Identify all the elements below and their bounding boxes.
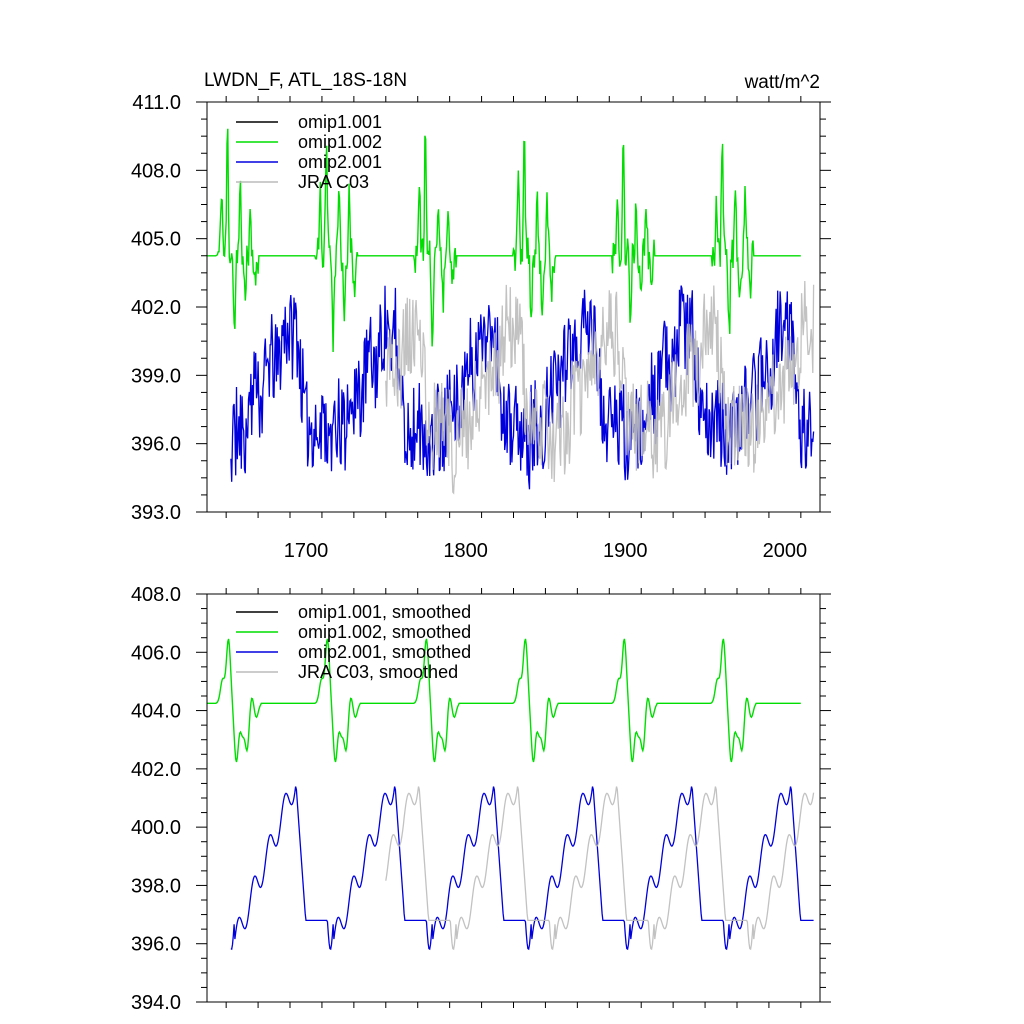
legend-label: omip1.001, smoothed bbox=[298, 602, 471, 622]
top-panel-frame bbox=[206, 101, 821, 513]
legend-label: omip1.001 bbox=[298, 112, 382, 132]
bottom-panel-y-tick-labels: 394.0 396.0 398.0 400.0 402.0 404.0 406.0 408.0 bbox=[131, 584, 181, 1014]
series-line-omip1-002 bbox=[207, 638, 801, 763]
series-line-omip2 bbox=[230, 285, 815, 490]
series-line-jra bbox=[385, 280, 815, 495]
y-tick-label: 408.0 bbox=[131, 584, 181, 606]
x-tick-label: 1800 bbox=[443, 540, 488, 562]
bottom-panel-series-lines bbox=[207, 638, 815, 951]
bottom-panel-frame bbox=[206, 593, 821, 1003]
legend-label: JRA C03, smoothed bbox=[298, 662, 458, 682]
bottom-panel: 394.0 396.0 398.0 400.0 402.0 404.0 406.0 408.0… bbox=[131, 584, 831, 1014]
top-panel-title: LWDN_F, ATL_18S-18N bbox=[204, 70, 407, 91]
legend-label: omip2.001 bbox=[298, 152, 382, 172]
y-tick-label: 405.0 bbox=[131, 229, 181, 251]
y-tick-label: 394.0 bbox=[131, 992, 181, 1014]
x-tick-label: 2000 bbox=[763, 540, 808, 562]
bottom-panel-ticks bbox=[196, 588, 831, 1008]
y-tick-label: 404.0 bbox=[131, 701, 181, 723]
y-tick-label: 400.0 bbox=[131, 817, 181, 839]
legend-label: omip1.002 bbox=[298, 132, 382, 152]
top-panel-y-tick-labels: 393.0 396.0 399.0 402.0 405.0 408.0 411.0 bbox=[131, 92, 181, 524]
y-tick-label: 396.0 bbox=[131, 934, 181, 956]
y-tick-label: 396.0 bbox=[131, 434, 181, 456]
top-panel-ticks bbox=[196, 96, 831, 518]
x-tick-label: 1700 bbox=[284, 540, 329, 562]
top-panel: LWDN_F, ATL_18S-18N watt/m^2 393.0396.03… bbox=[131, 70, 831, 562]
y-tick-label: 398.0 bbox=[131, 875, 181, 897]
y-tick-label: 408.0 bbox=[131, 160, 181, 182]
top-panel-x-tick-labels: 1700 1800 1900 2000 bbox=[284, 540, 807, 562]
y-tick-label: 411.0 bbox=[132, 92, 181, 114]
top-panel-series-lines bbox=[207, 128, 815, 495]
series-line-omip1-002 bbox=[207, 128, 801, 353]
series-line-omip2 bbox=[230, 786, 814, 951]
y-tick-label: 399.0 bbox=[131, 365, 181, 387]
legend-label: JRA C03 bbox=[298, 172, 369, 192]
legend-label: omip2.001, smoothed bbox=[298, 642, 471, 662]
x-tick-label: 1900 bbox=[603, 540, 648, 562]
y-tick-label: 393.0 bbox=[131, 502, 181, 524]
y-tick-label: 406.0 bbox=[131, 642, 181, 664]
top-panel-units: watt/m^2 bbox=[744, 72, 820, 93]
y-tick-label: 402.0 bbox=[131, 759, 181, 781]
legend-label: omip1.002, smoothed bbox=[298, 622, 471, 642]
y-tick-label: 402.0 bbox=[131, 297, 181, 319]
series-line-jra bbox=[385, 786, 815, 951]
